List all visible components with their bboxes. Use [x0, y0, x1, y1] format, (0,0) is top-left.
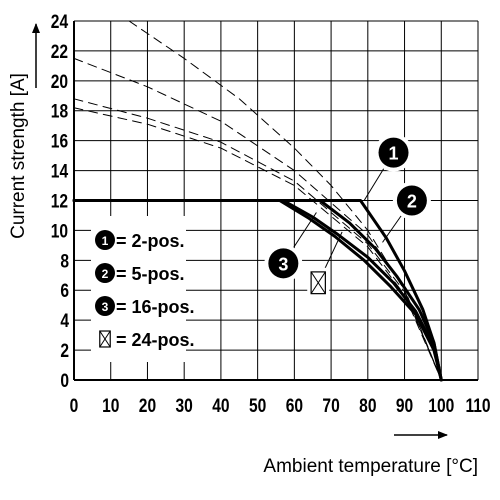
x-tick-label: 20 — [139, 395, 156, 417]
x-tick-label: 30 — [176, 395, 193, 417]
y-tick-label: 16 — [51, 130, 69, 152]
y-tick-label: 0 — [60, 370, 69, 392]
legend-label: = 24-pos. — [116, 330, 195, 350]
svg-text:1: 1 — [102, 234, 109, 248]
axes — [73, 21, 478, 381]
x-tick-labels: 0 10 20 30 40 50 60 70 80 90 100 110 — [70, 395, 491, 417]
x-tick-label: 70 — [322, 395, 339, 417]
x-axis-title: Ambient temperature [°C] — [263, 456, 478, 477]
x-tick-label: 40 — [212, 395, 229, 417]
y-tick-label: 24 — [51, 11, 69, 33]
x-tick-label: 110 — [465, 395, 490, 417]
x-tick-label: 50 — [249, 395, 266, 417]
y-tick-label: 18 — [51, 100, 69, 122]
x-tick-label: 0 — [70, 395, 79, 417]
y-tick-label: 2 — [60, 340, 69, 362]
legend-item: = 24-pos. — [99, 330, 195, 350]
solid-curves — [72, 199, 443, 382]
svg-text:2: 2 — [407, 192, 417, 212]
y-tick-label: 14 — [51, 160, 69, 182]
x-tick-label: 100 — [428, 395, 454, 417]
marker-1-icon: 1 — [95, 230, 115, 250]
marker-24-pos-box — [310, 271, 326, 295]
series-line-solid-24-pos-box — [72, 199, 443, 382]
x-tick-label: 80 — [359, 395, 376, 417]
legend-label: = 16-pos. — [116, 297, 195, 317]
y-tick-label: 4 — [60, 310, 69, 332]
svg-text:3: 3 — [278, 254, 288, 274]
curve-markers: 1 2 3 — [264, 133, 431, 298]
svg-text:3: 3 — [102, 300, 109, 314]
legend-item: 1 = 2-pos. — [95, 230, 185, 251]
y-axis-title-group: Current strength [A] — [8, 23, 40, 239]
marker-3-icon: 3 — [95, 296, 115, 316]
legend-label: = 2-pos. — [116, 231, 185, 251]
legend-item: 3 = 16-pos. — [95, 296, 195, 317]
legend-label: = 5-pos. — [116, 264, 185, 284]
x-tick-label: 60 — [286, 395, 303, 417]
legend-item: 2 = 5-pos. — [95, 263, 185, 284]
y-tick-label: 6 — [60, 280, 69, 302]
x-tick-label: 90 — [396, 395, 413, 417]
y-axis-title: Current strength [A] — [8, 73, 29, 239]
legend: 1 = 2-pos. 2 = 5-pos. 3 = 16-pos. = 24-pos. — [91, 216, 195, 362]
x-tick-label: 10 — [102, 395, 119, 417]
marker-24-pos-box — [99, 330, 111, 348]
marker-3-icon: 3 — [268, 248, 299, 279]
y-tick-label: 12 — [51, 190, 68, 212]
series-line-dashed-3 — [73, 98, 442, 381]
y-tick-label: 22 — [51, 40, 68, 62]
x-axis-title-group: Ambient temperature [°C] — [263, 431, 478, 477]
svg-text:1: 1 — [389, 144, 399, 164]
svg-text:2: 2 — [102, 267, 109, 281]
marker-2-icon: 2 — [396, 185, 427, 216]
y-tick-label: 8 — [60, 250, 69, 272]
series-line-solid-2 — [72, 199, 443, 382]
y-tick-label: 10 — [51, 220, 68, 242]
marker-2-icon: 2 — [95, 263, 115, 283]
marker-1-icon: 1 — [378, 137, 409, 168]
y-tick-label: 20 — [51, 70, 68, 92]
